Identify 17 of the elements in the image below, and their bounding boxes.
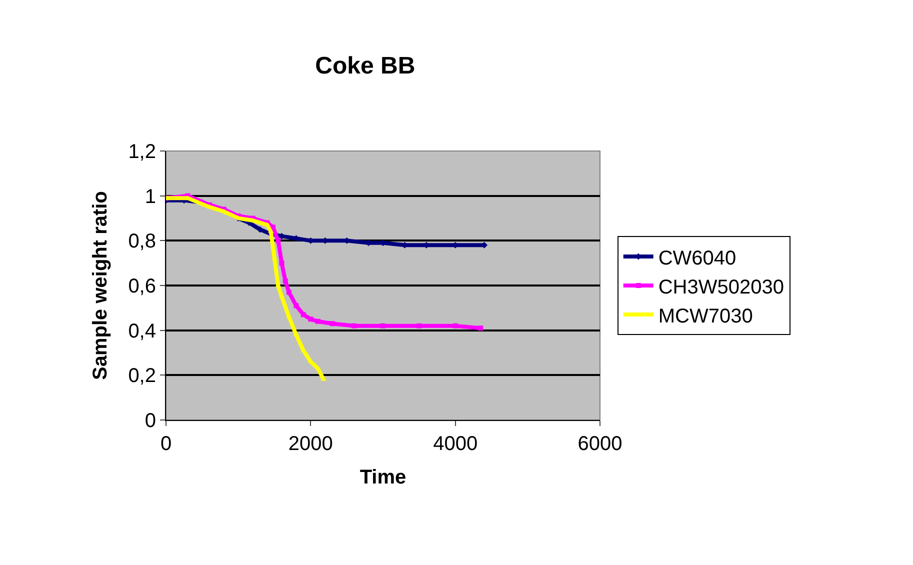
y-tick-label: 0,4	[128, 320, 156, 342]
legend-label: MCW7030	[658, 305, 753, 328]
y-tick-label: 0	[144, 410, 156, 432]
y-axis-title: Sample weight ratio	[90, 191, 112, 380]
x-tick-label: 2000	[288, 433, 333, 455]
x-tick-label: 0	[160, 433, 172, 455]
x-tick-label: 4000	[433, 433, 478, 455]
y-tick-label: 0,8	[128, 230, 156, 253]
y-tick-label: 0,2	[128, 365, 156, 388]
y-tick-label: 1,2	[128, 141, 156, 163]
x-axis-title: Time	[360, 466, 406, 488]
legend-label: CH3W502030	[658, 276, 784, 298]
chart-title: Coke BB	[315, 52, 416, 80]
y-tick-label: 1	[144, 186, 156, 208]
y-tick-label: 0,6	[128, 276, 156, 298]
legend-label: CW6040	[658, 247, 736, 270]
x-tick-label: 6000	[578, 433, 622, 455]
